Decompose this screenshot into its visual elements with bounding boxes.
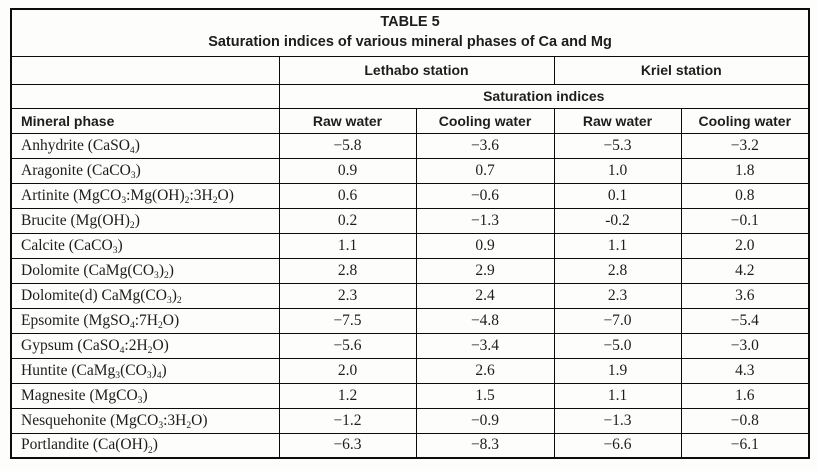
saturation-index-value-cell: 4.3 (680, 357, 810, 384)
table-row: Portlandite (Ca(OH)2) −6.3 −8.3 −6.6 −6.1 (10, 432, 810, 459)
saturation-index-value-cell: −8.3 (415, 432, 555, 459)
table-title-cell: TABLE 5 Saturation indices of various mi… (10, 8, 810, 57)
table-row: Magnesite (MgCO3) 1.2 1.5 1.1 1.6 (10, 382, 810, 409)
mineral-phase-cell: Aragonite (CaCO3) (10, 157, 280, 184)
saturation-index-value-cell: 2.0 (278, 357, 417, 384)
saturation-index-value-cell: -0.2 (553, 207, 682, 234)
saturation-index-value-cell: 2.4 (415, 282, 555, 309)
saturation-index-value-cell: 2.8 (278, 257, 417, 284)
saturation-index-value-cell: 1.1 (278, 232, 417, 259)
saturation-index-value-cell: −3.4 (415, 332, 555, 359)
saturation-index-value-cell: 1.9 (553, 357, 682, 384)
saturation-index-value-cell: 0.1 (553, 182, 682, 209)
saturation-index-value-cell: −5.0 (553, 332, 682, 359)
saturation-index-value-cell: 4.2 (680, 257, 810, 284)
table-row: Artinite (MgCO3:Mg(OH)2:3H2O) 0.6 −0.6 0.1 0… (10, 182, 810, 209)
mineral-phase-cell: Magnesite (MgCO3) (10, 382, 280, 409)
saturation-index-value-cell: 1.1 (553, 232, 682, 259)
mineral-phase-cell: Portlandite (Ca(OH)2) (10, 432, 280, 459)
table-header: TABLE 5 Saturation indices of various mi… (10, 8, 810, 134)
empty-corner-cell (10, 55, 280, 85)
saturation-index-value-cell: −5.4 (680, 307, 810, 334)
table-row: Calcite (CaCO3) 1.1 0.9 1.1 2.0 (10, 232, 810, 259)
column-header-lethabo-raw-water: Raw water (278, 107, 417, 134)
saturation-index-value-cell: 2.8 (553, 257, 682, 284)
table-row: Huntite (CaMg3(CO3)4) 2.0 2.6 1.9 4.3 (10, 357, 810, 384)
mineral-phase-cell: Anhydrite (CaSO4) (10, 132, 280, 159)
station-header-kriel: Kriel station (553, 55, 810, 85)
column-header-kriel-cooling-water: Cooling water (680, 107, 810, 134)
table-number: TABLE 5 (380, 14, 440, 30)
saturation-index-value-cell: −0.6 (415, 182, 555, 209)
saturation-index-value-cell: 0.9 (278, 157, 417, 184)
saturation-indices-table: TABLE 5 Saturation indices of various mi… (10, 8, 811, 460)
table-row: Epsomite (MgSO4:7H2O) −7.5 −4.8 −7.0 −5.4 (10, 307, 810, 334)
mineral-phase-cell: Epsomite (MgSO4:7H2O) (10, 307, 280, 334)
saturation-index-value-cell: −4.8 (415, 307, 555, 334)
saturation-index-value-cell: −5.3 (553, 132, 682, 159)
table-row: Aragonite (CaCO3) 0.9 0.7 1.0 1.8 (10, 157, 810, 184)
saturation-index-value-cell: 0.7 (415, 157, 555, 184)
saturation-index-value-cell: −0.1 (680, 207, 810, 234)
station-header-lethabo: Lethabo station (278, 55, 555, 85)
saturation-indices-header: Saturation indices (278, 83, 810, 109)
saturation-index-value-cell: 2.9 (415, 257, 555, 284)
saturation-index-value-cell: −0.8 (680, 407, 810, 434)
title-row: TABLE 5 Saturation indices of various mi… (10, 8, 810, 57)
saturation-index-value-cell: −6.1 (680, 432, 810, 459)
station-header-row: Lethabo station Kriel station (10, 55, 810, 85)
saturation-index-value-cell: 1.8 (680, 157, 810, 184)
table-row: Gypsum (CaSO4:2H2O) −5.6 −3.4 −5.0 −3.0 (10, 332, 810, 359)
saturation-index-value-cell: −0.9 (415, 407, 555, 434)
mineral-phase-cell: Gypsum (CaSO4:2H2O) (10, 332, 280, 359)
saturation-indices-row: Saturation indices (10, 83, 810, 109)
saturation-index-value-cell: 1.0 (553, 157, 682, 184)
table-body: Anhydrite (CaSO4) −5.8 −3.6 −5.3 −3.2 Aragoni… (10, 132, 810, 459)
saturation-index-value-cell: 2.3 (278, 282, 417, 309)
empty-corner-cell (10, 83, 280, 109)
mineral-phase-cell: Dolomite(d) CaMg(CO3)2 (10, 282, 280, 309)
column-header-kriel-raw-water: Raw water (553, 107, 682, 134)
saturation-index-value-cell: 2.0 (680, 232, 810, 259)
saturation-index-value-cell: 2.6 (415, 357, 555, 384)
saturation-index-value-cell: −3.2 (680, 132, 810, 159)
table-row: Brucite (Mg(OH)2) 0.2 −1.3 -0.2 −0.1 (10, 207, 810, 234)
saturation-index-value-cell: 0.8 (680, 182, 810, 209)
saturation-index-value-cell: 0.6 (278, 182, 417, 209)
saturation-index-value-cell: −1.3 (415, 207, 555, 234)
mineral-phase-cell: Calcite (CaCO3) (10, 232, 280, 259)
saturation-index-value-cell: −6.6 (553, 432, 682, 459)
table-row: Dolomite(d) CaMg(CO3)2 2.3 2.4 2.3 3.6 (10, 282, 810, 309)
saturation-index-value-cell: −7.0 (553, 307, 682, 334)
saturation-index-value-cell: 1.2 (278, 382, 417, 409)
mineral-phase-cell: Dolomite (CaMg(CO3)2) (10, 257, 280, 284)
column-header-row: Mineral phase Raw water Cooling water Ra… (10, 107, 810, 134)
table-caption: Saturation indices of various mineral ph… (208, 34, 612, 51)
mineral-phase-cell: Brucite (Mg(OH)2) (10, 207, 280, 234)
saturation-index-value-cell: −3.0 (680, 332, 810, 359)
table-row: Anhydrite (CaSO4) −5.8 −3.6 −5.3 −3.2 (10, 132, 810, 159)
saturation-index-value-cell: 1.1 (553, 382, 682, 409)
saturation-index-value-cell: 1.6 (680, 382, 810, 409)
saturation-index-value-cell: −7.5 (278, 307, 417, 334)
saturation-index-value-cell: −3.6 (415, 132, 555, 159)
saturation-index-value-cell: 0.9 (415, 232, 555, 259)
table-row: Nesquehonite (MgCO3:3H2O) −1.2 −0.9 −1.3 −0.… (10, 407, 810, 434)
saturation-index-value-cell: 0.2 (278, 207, 417, 234)
column-header-lethabo-cooling-water: Cooling water (415, 107, 555, 134)
saturation-index-value-cell: −1.3 (553, 407, 682, 434)
mineral-phase-cell: Artinite (MgCO3:Mg(OH)2:3H2O) (10, 182, 280, 209)
saturation-index-value-cell: −5.8 (278, 132, 417, 159)
column-header-mineral-phase: Mineral phase (10, 107, 280, 134)
saturation-index-value-cell: −5.6 (278, 332, 417, 359)
table-row: Dolomite (CaMg(CO3)2) 2.8 2.9 2.8 4.2 (10, 257, 810, 284)
saturation-index-value-cell: −6.3 (278, 432, 417, 459)
saturation-index-value-cell: 1.5 (415, 382, 555, 409)
saturation-index-value-cell: −1.2 (278, 407, 417, 434)
saturation-index-value-cell: 2.3 (553, 282, 682, 309)
saturation-index-value-cell: 3.6 (680, 282, 810, 309)
mineral-phase-cell: Nesquehonite (MgCO3:3H2O) (10, 407, 280, 434)
mineral-phase-cell: Huntite (CaMg3(CO3)4) (10, 357, 280, 384)
